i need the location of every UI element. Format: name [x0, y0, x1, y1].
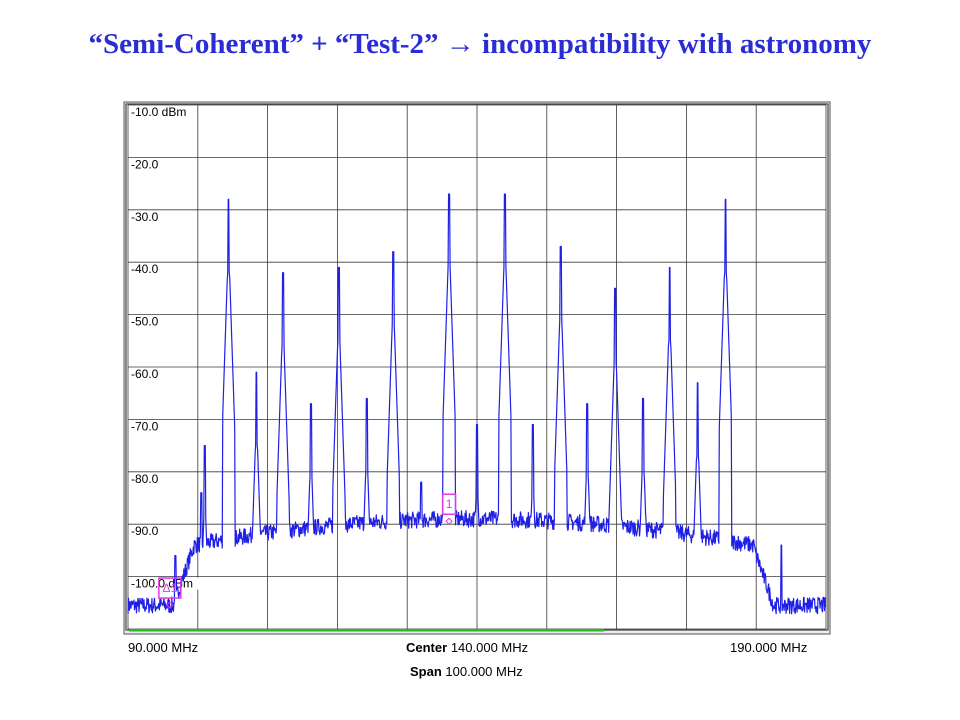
- span-readout: Span 100.000 MHz: [410, 664, 523, 679]
- markers: 1 Δ1: [158, 493, 457, 609]
- y-tick-label: -10.0 dBm: [131, 105, 186, 119]
- sweep-progress-bar: [129, 629, 604, 632]
- y-tick-label: -50.0: [131, 315, 159, 329]
- center-key: Center: [406, 640, 448, 655]
- y-tick-label: -90.0: [131, 524, 159, 538]
- y-tick-label-bg: [129, 525, 165, 538]
- y-tick-label-bg: [129, 420, 165, 433]
- spectrum-trace: [127, 193, 827, 615]
- y-tick-label: -60.0: [131, 367, 159, 381]
- start-frequency-label: 90.000 MHz: [128, 640, 199, 655]
- y-tick-labels: -10.0 dBm -20.0 -30.0 -40.0 -50.0 -60.0 -70.0 -…: [129, 105, 201, 591]
- span-key: Span: [410, 664, 442, 679]
- marker-box: [441, 493, 457, 515]
- y-tick-label-bg: [129, 472, 165, 485]
- y-tick-label: -80.0: [131, 472, 159, 486]
- slide-title-part1: “Semi-Coherent” + “Test-2”: [88, 28, 439, 60]
- y-tick-label: -70.0: [131, 419, 159, 433]
- slide-title: “Semi-Coherent” + “Test-2” → incompatibi…: [0, 28, 960, 61]
- y-tick-label-bg: [129, 315, 165, 328]
- y-tick-label: -30.0: [131, 210, 159, 224]
- stop-frequency-label: 190.000 MHz: [730, 640, 808, 655]
- y-tick-label-bg: [129, 263, 165, 276]
- marker-label: 1: [446, 497, 453, 511]
- y-tick-label-bg: [129, 368, 165, 380]
- marker-diamond: [166, 601, 174, 609]
- center-value: 140.000 MHz: [450, 640, 529, 655]
- marker-label: Δ1: [163, 581, 178, 595]
- y-tick-label: -20.0: [131, 157, 159, 171]
- y-tick-label-bg: [129, 106, 194, 118]
- marker-box: [158, 577, 182, 599]
- slide-title-part2: incompatibility with astronomy: [482, 28, 872, 60]
- y-tick-label-bg: [129, 158, 165, 171]
- span-value: 100.000 MHz: [445, 664, 523, 679]
- y-tick-label: -40.0: [131, 262, 159, 276]
- marker-diamond: [445, 517, 453, 525]
- y-tick-label-bg: [129, 210, 165, 223]
- slide-title-arrow: →: [445, 28, 475, 60]
- center-frequency-readout: Center 140.000 MHz: [406, 640, 528, 655]
